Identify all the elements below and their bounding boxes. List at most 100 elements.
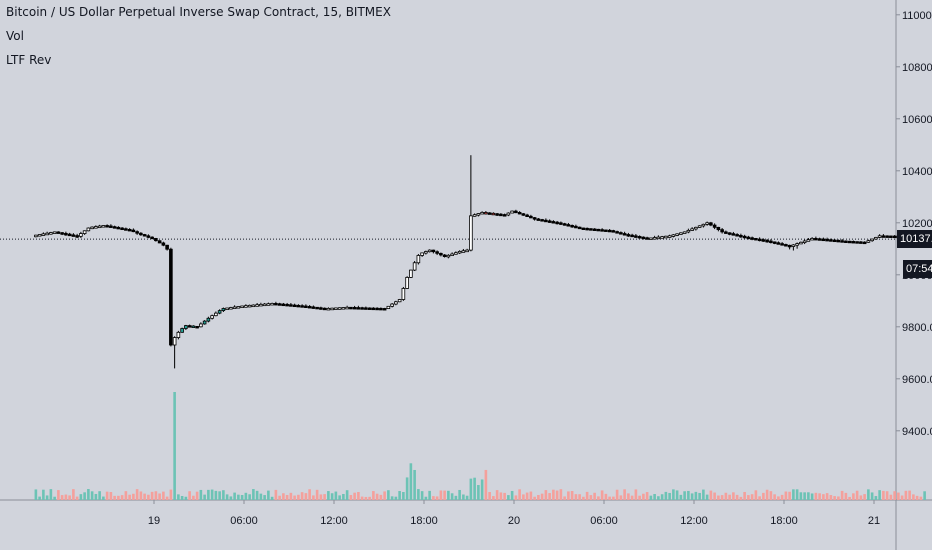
volume-bar: [79, 494, 83, 500]
volume-bar: [240, 495, 244, 500]
candle-body: [420, 252, 424, 256]
volume-bar: [263, 495, 266, 500]
candle-body: [607, 229, 612, 233]
candle-body: [664, 235, 668, 239]
candle-body: [510, 210, 514, 214]
candle-body: [135, 231, 139, 234]
volume-bar: [105, 491, 109, 500]
volume-bar: [244, 492, 248, 500]
volume-bar: [634, 489, 638, 500]
volume-bar: [529, 491, 533, 500]
volume-bar: [180, 496, 184, 500]
indicator-ltf-rev[interactable]: LTF Rev: [6, 53, 52, 67]
candle-body: [476, 213, 481, 216]
candle-body: [255, 304, 259, 307]
volume-bar: [612, 496, 615, 500]
volume-bar: [120, 495, 124, 500]
volume-bar: [522, 494, 525, 500]
volume-bar: [563, 496, 566, 500]
volume-bar: [694, 491, 698, 500]
volume-bar: [360, 496, 364, 500]
volume-bar: [432, 496, 435, 500]
volume-bar: [477, 485, 480, 500]
volume-bar: [533, 496, 536, 500]
volume-bar: [653, 493, 656, 500]
volume-bar: [885, 491, 889, 500]
volume-bar: [878, 490, 881, 500]
volume-bar: [154, 491, 158, 500]
candle-body: [427, 249, 432, 253]
volume-bar: [379, 494, 383, 500]
candle-body: [277, 303, 282, 306]
candle-body: [225, 307, 229, 311]
volume-bar: [195, 491, 199, 500]
volume-bar: [297, 494, 300, 500]
candle-body: [559, 222, 563, 225]
volume-bar: [537, 494, 540, 500]
candle-body: [356, 307, 361, 310]
volume-bar: [304, 493, 308, 500]
candle-body: [281, 303, 286, 307]
candle-body: [319, 307, 323, 310]
candle-body: [431, 249, 436, 253]
candle-body: [889, 235, 893, 238]
candle-body: [705, 222, 709, 225]
candle-body: [574, 225, 578, 229]
volume-bar: [465, 495, 469, 500]
candle-body: [570, 224, 574, 228]
volume-bar: [904, 490, 908, 500]
volume-bar: [724, 492, 728, 500]
candle-body: [769, 240, 773, 244]
volume-bar: [405, 477, 409, 500]
volume-bar: [267, 490, 270, 500]
candle-body: [604, 229, 608, 232]
volume-bar: [882, 490, 885, 500]
candle-body: [622, 233, 627, 236]
candle-body: [697, 225, 702, 228]
volume-bar: [747, 495, 750, 500]
volume-bar: [510, 490, 514, 500]
candle-body: [180, 328, 184, 333]
candle-body: [169, 248, 173, 346]
candle-body: [457, 250, 462, 254]
volume-bar: [64, 494, 68, 500]
volume-bar: [443, 490, 446, 500]
volume-bar: [203, 494, 206, 500]
price-tick-label: 9800.0: [902, 322, 932, 334]
candle-body: [442, 254, 447, 258]
volume-bar: [525, 492, 529, 500]
candle-body: [139, 232, 143, 236]
candle-body: [694, 226, 698, 230]
candle-body: [465, 249, 469, 253]
candle-body: [536, 218, 541, 221]
volume-bar: [698, 492, 701, 500]
candle-body: [349, 306, 353, 310]
candle-body: [41, 233, 46, 236]
candle-body: [315, 306, 319, 310]
symbol-title[interactable]: Bitcoin / US Dollar Perpetual Inverse Sw…: [6, 5, 391, 19]
candle-body: [757, 238, 762, 242]
candle-body: [750, 237, 754, 240]
candle-body: [326, 307, 331, 311]
volume-bar: [507, 495, 510, 500]
candle-body: [75, 235, 79, 238]
volume-bar: [218, 491, 221, 500]
candle-body: [142, 234, 147, 237]
candle-body: [547, 220, 552, 223]
indicator-vol[interactable]: Vol: [6, 29, 24, 43]
volume-bar: [177, 494, 180, 500]
candle-body: [649, 237, 653, 240]
candle-body: [300, 305, 304, 308]
volume-bar: [615, 489, 619, 500]
time-tick-label: 12:00: [320, 515, 348, 527]
candle-body: [727, 232, 732, 235]
candle-body: [214, 312, 218, 317]
volume-bar: [184, 496, 188, 500]
candle-body: [746, 236, 751, 240]
candle-body: [652, 237, 657, 240]
candle-body: [585, 227, 589, 231]
volume-bar: [552, 489, 555, 500]
volume-bar: [158, 493, 161, 500]
